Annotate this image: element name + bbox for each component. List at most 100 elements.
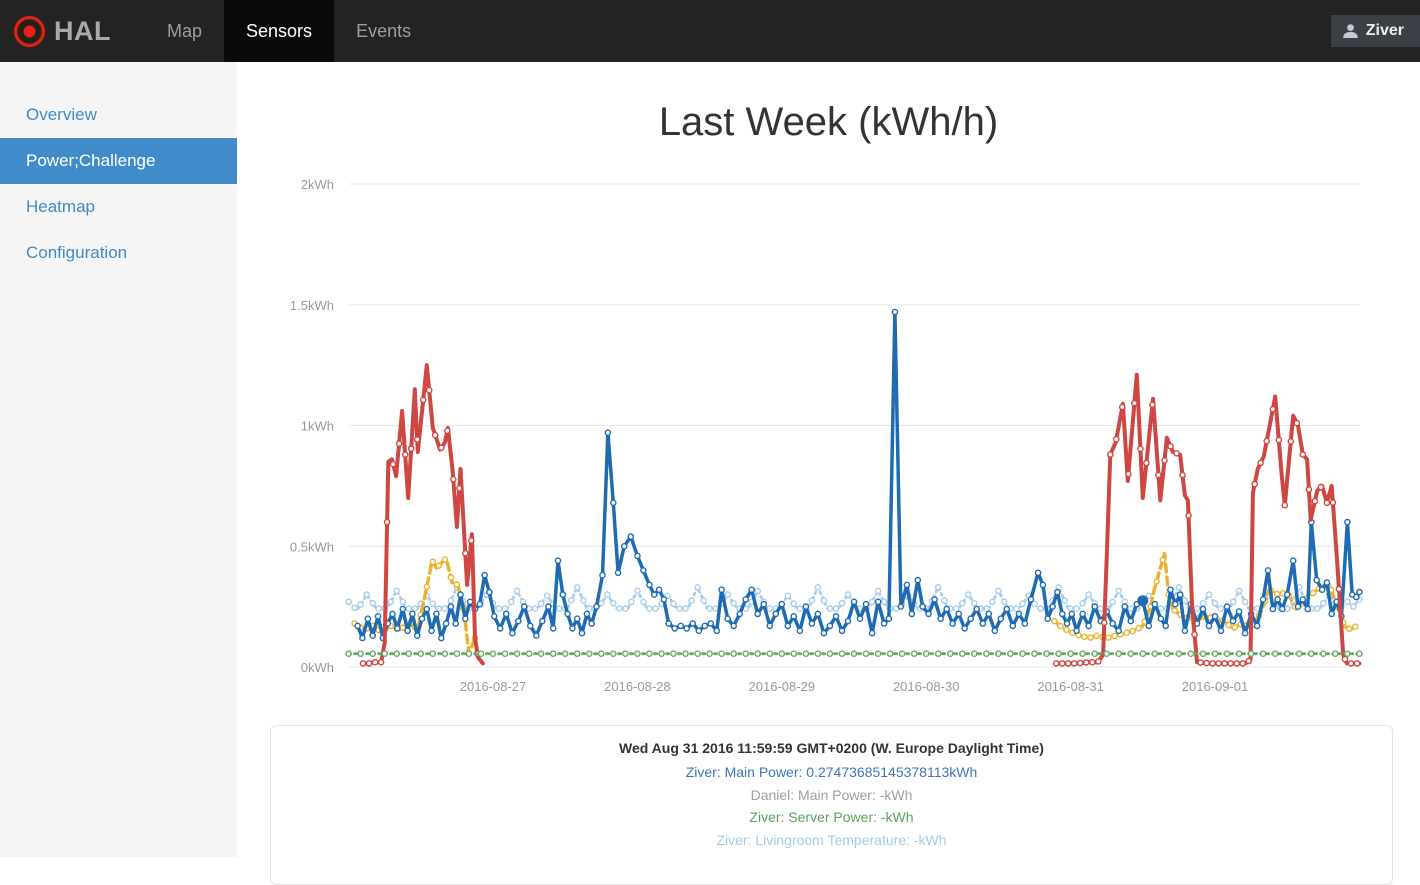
- data-point-marker: [543, 592, 551, 600]
- data-point-marker: [670, 600, 677, 608]
- nav-tab-map[interactable]: Map: [167, 21, 203, 41]
- data-point-marker: [1314, 605, 1321, 612]
- data-point-marker: [452, 620, 459, 627]
- data-point-marker: [457, 591, 464, 598]
- data-point-marker: [447, 603, 455, 610]
- data-point-marker: [1187, 650, 1195, 658]
- data-point-marker: [701, 622, 709, 630]
- data-point-marker: [660, 596, 668, 603]
- data-point-marker: [694, 583, 701, 591]
- data-point-marker: [695, 627, 703, 635]
- data-point-marker: [407, 445, 415, 452]
- data-point-marker: [1151, 650, 1159, 658]
- data-point-marker: [1089, 658, 1096, 666]
- page-title: Last Week (kWh/h): [658, 100, 999, 144]
- data-point-marker: [947, 650, 954, 658]
- data-point-marker: [790, 612, 798, 620]
- data-point-marker: [433, 610, 440, 618]
- brand[interactable]: HAL: [0, 0, 131, 62]
- data-point-marker: [682, 605, 689, 612]
- data-point-marker: [351, 604, 358, 612]
- data-point-marker: [538, 617, 546, 625]
- data-point-marker: [1293, 419, 1301, 427]
- data-point-marker: [910, 650, 918, 658]
- series-ziver-main-power-line[interactable]: [355, 310, 1362, 640]
- data-point-marker: [428, 627, 435, 635]
- data-point-marker: [1031, 600, 1038, 608]
- data-point-marker: [1131, 399, 1138, 407]
- data-point-marker: [1115, 650, 1123, 658]
- series-series-red-line[interactable]: [361, 363, 485, 666]
- sidebar-item-heatmap[interactable]: Heatmap: [26, 197, 95, 216]
- x-tick-label: 2016-09-01: [1182, 679, 1249, 694]
- data-point-marker: [447, 574, 455, 581]
- data-point-marker: [1171, 607, 1179, 614]
- data-point-marker: [1115, 627, 1123, 635]
- data-point-marker: [1351, 623, 1359, 631]
- data-point-marker: [555, 605, 563, 612]
- user-menu-button[interactable]: Ziver: [1330, 15, 1420, 47]
- data-point-marker: [1061, 597, 1068, 604]
- data-point-marker: [983, 650, 990, 658]
- data-point-marker: [389, 460, 397, 468]
- nav-tab-events[interactable]: Events: [356, 21, 412, 41]
- data-point-marker: [1034, 569, 1042, 577]
- x-tick-label: 2016-08-30: [893, 679, 960, 694]
- data-point-marker: [1052, 660, 1060, 667]
- data-point-marker: [826, 605, 834, 612]
- data-point-marker: [1058, 660, 1066, 667]
- data-point-marker: [898, 650, 906, 658]
- data-point-marker: [496, 625, 504, 632]
- data-point-marker: [934, 650, 942, 658]
- series-ziver-server-power[interactable]: [345, 650, 1363, 658]
- sidebar-item-power-challenge[interactable]: Power;Challenge: [0, 138, 237, 184]
- data-point-marker: [620, 542, 628, 550]
- data-point-marker: [369, 650, 376, 658]
- data-point-marker: [1191, 631, 1198, 638]
- data-point-marker: [1125, 470, 1132, 478]
- data-point-marker: [453, 581, 461, 588]
- series-ziver-main-power[interactable]: [354, 308, 1363, 642]
- data-point-marker: [931, 596, 938, 603]
- data-point-marker: [1239, 660, 1247, 667]
- data-point-marker: [1274, 596, 1281, 603]
- data-point-marker: [959, 599, 966, 607]
- data-point-marker: [599, 571, 606, 579]
- data-point-marker: [393, 625, 401, 632]
- data-point-marker: [1341, 655, 1349, 663]
- data-point-marker: [609, 499, 617, 507]
- sidebar-item-overview[interactable]: Overview: [26, 105, 97, 124]
- data-point-marker: [677, 622, 685, 630]
- data-point-marker: [401, 451, 409, 458]
- y-tick-label: 1.5kWh: [290, 298, 334, 313]
- data-point-marker: [1135, 624, 1142, 632]
- data-point-marker: [971, 599, 978, 607]
- data-point-marker: [832, 612, 840, 620]
- data-point-marker: [1044, 615, 1052, 623]
- data-point-marker: [724, 591, 732, 598]
- data-point-marker: [1063, 620, 1071, 627]
- data-point-marker: [603, 591, 611, 598]
- data-point-marker: [1305, 486, 1313, 493]
- data-point-marker: [1264, 567, 1272, 574]
- data-point-marker: [404, 627, 411, 635]
- data-point-marker: [1027, 596, 1035, 603]
- tooltip-panel: Wed Aug 31 2016 11:59:59 GMT+0200 (W. Eu…: [270, 725, 1393, 885]
- sidebar-item-configuration[interactable]: Configuration: [26, 243, 128, 262]
- data-point-marker: [441, 556, 449, 563]
- power-chart[interactable]: 2kWh 1.5kWh 1kWh 0.5kWh 0kWh 2016-08-27 2016-0…: [237, 157, 1420, 705]
- highlighted-point[interactable]: [1137, 595, 1149, 607]
- data-point-marker: [1009, 622, 1017, 630]
- data-point-marker: [495, 605, 503, 612]
- data-point-marker: [442, 620, 450, 627]
- data-point-marker: [389, 610, 396, 618]
- data-point-marker: [874, 598, 882, 606]
- data-point-marker: [1253, 622, 1261, 630]
- data-point-marker: [1139, 650, 1147, 658]
- data-point-marker: [573, 650, 581, 658]
- nav-tab-sensors[interactable]: Sensors: [224, 0, 335, 62]
- data-point-marker: [588, 620, 596, 627]
- data-point-marker: [676, 605, 683, 612]
- data-point-marker: [1021, 620, 1029, 627]
- series-series-red[interactable]: [359, 363, 1362, 667]
